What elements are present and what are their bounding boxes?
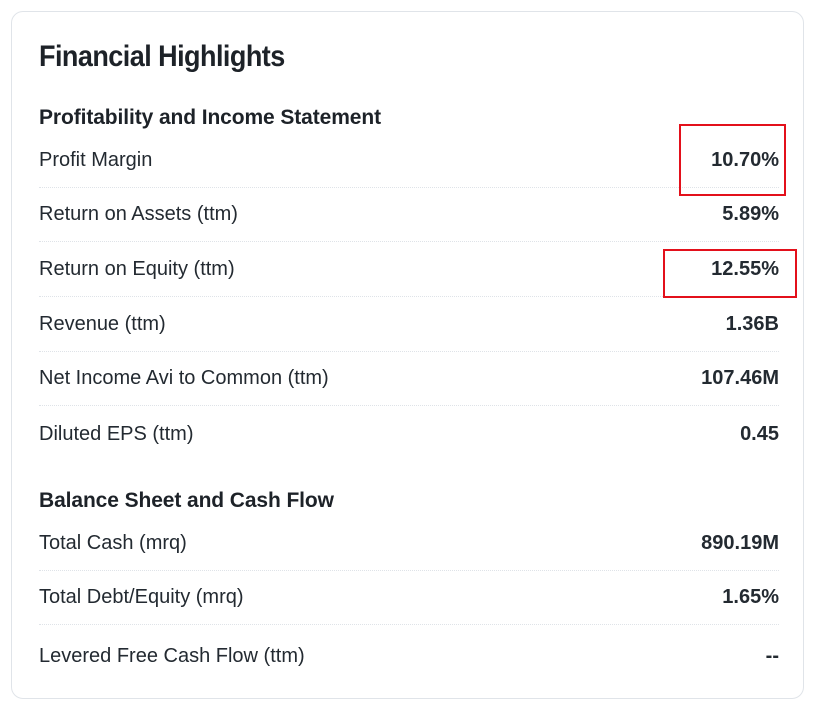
section-title-profitability: Profitability and Income Statement	[39, 106, 381, 129]
row-label: Total Cash (mrq)	[39, 532, 187, 554]
row-value: 1.65%	[722, 586, 779, 608]
row-diluted-eps: Diluted EPS (ttm) 0.45	[39, 407, 779, 461]
row-value: 5.89%	[722, 203, 779, 225]
section-title-balance-sheet: Balance Sheet and Cash Flow	[39, 489, 334, 512]
row-value: 10.70%	[711, 149, 779, 171]
financial-highlights-card: Financial Highlights Profitability and I…	[11, 11, 804, 699]
row-label: Return on Assets (ttm)	[39, 203, 238, 225]
row-value: 107.46M	[701, 367, 779, 389]
row-value: 1.36B	[725, 313, 779, 335]
row-return-on-equity: Return on Equity (ttm) 12.55%	[39, 243, 779, 297]
row-value: 12.55%	[711, 258, 779, 280]
row-value: --	[765, 644, 779, 667]
highlight-box-profit-margin	[679, 124, 786, 196]
row-label: Revenue (ttm)	[39, 313, 166, 335]
row-revenue: Revenue (ttm) 1.36B	[39, 298, 779, 352]
row-value: 0.45	[740, 422, 779, 445]
row-total-debt-equity: Total Debt/Equity (mrq) 1.65%	[39, 571, 779, 625]
row-label: Diluted EPS (ttm)	[39, 422, 194, 445]
row-return-on-assets: Return on Assets (ttm) 5.89%	[39, 188, 779, 242]
row-label: Levered Free Cash Flow (ttm)	[39, 644, 305, 667]
row-total-cash: Total Cash (mrq) 890.19M	[39, 517, 779, 571]
row-levered-free-cash-flow: Levered Free Cash Flow (ttm) --	[39, 629, 779, 683]
row-label: Profit Margin	[39, 149, 153, 171]
row-label: Net Income Avi to Common (ttm)	[39, 367, 329, 389]
row-label: Total Debt/Equity (mrq)	[39, 586, 244, 608]
row-net-income: Net Income Avi to Common (ttm) 107.46M	[39, 352, 779, 406]
card-title: Financial Highlights	[39, 40, 285, 73]
row-profit-margin: Profit Margin 10.70%	[39, 134, 779, 188]
row-value: 890.19M	[701, 532, 779, 554]
highlight-box-return-on-equity	[663, 249, 797, 298]
row-label: Return on Equity (ttm)	[39, 258, 235, 280]
